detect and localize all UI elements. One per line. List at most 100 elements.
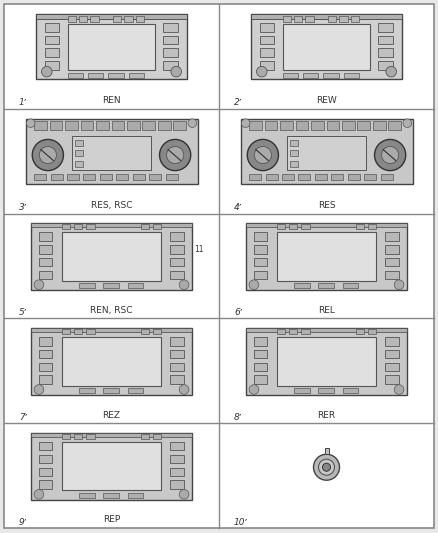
Bar [254, 271, 267, 279]
Bar [39, 363, 52, 371]
Circle shape [374, 140, 406, 171]
Bar [65, 121, 78, 131]
Bar [100, 174, 112, 180]
Bar [31, 223, 192, 290]
Circle shape [403, 119, 412, 127]
Bar [141, 224, 149, 229]
Bar [109, 73, 124, 78]
Bar [75, 150, 83, 157]
Bar [385, 337, 399, 345]
Bar [343, 388, 358, 393]
Bar [265, 174, 278, 180]
Bar [350, 16, 359, 22]
Bar [305, 16, 314, 22]
Circle shape [254, 147, 272, 164]
Bar [103, 388, 119, 393]
Text: 8ʼ: 8ʼ [234, 413, 243, 422]
Bar [112, 121, 124, 131]
Bar [276, 329, 286, 334]
Bar [276, 337, 377, 385]
Circle shape [318, 459, 335, 475]
Bar [163, 49, 178, 57]
Circle shape [247, 140, 279, 171]
Bar [152, 224, 162, 229]
Circle shape [394, 280, 404, 289]
Circle shape [34, 280, 44, 289]
Bar [249, 121, 262, 131]
Bar [240, 119, 413, 184]
Bar [75, 160, 83, 167]
Bar [170, 467, 184, 476]
Bar [339, 16, 348, 22]
Bar [81, 121, 93, 131]
Bar [385, 375, 399, 384]
Bar [31, 223, 192, 227]
Bar [343, 284, 358, 288]
Bar [385, 245, 399, 254]
Bar [283, 73, 298, 78]
Bar [389, 121, 401, 131]
Text: 1ʼ: 1ʼ [19, 98, 28, 107]
Bar [289, 329, 297, 334]
Circle shape [257, 67, 267, 77]
Bar [318, 284, 334, 288]
Bar [50, 174, 63, 180]
Bar [61, 337, 162, 385]
Bar [36, 14, 187, 19]
Bar [170, 375, 184, 384]
Bar [385, 258, 399, 266]
Circle shape [42, 67, 52, 77]
Text: REL: REL [318, 306, 335, 315]
Circle shape [34, 489, 44, 499]
Text: 4ʼ: 4ʼ [234, 203, 243, 212]
Bar [79, 284, 95, 288]
Bar [141, 329, 149, 334]
Text: REP: REP [103, 515, 120, 524]
Bar [378, 61, 393, 70]
Bar [254, 258, 267, 266]
Bar [290, 160, 298, 167]
Bar [127, 284, 143, 288]
Circle shape [159, 140, 191, 171]
Text: 7ʼ: 7ʼ [19, 413, 28, 422]
Bar [88, 73, 103, 78]
Bar [61, 434, 71, 439]
Bar [260, 23, 274, 31]
Text: REW: REW [316, 96, 337, 105]
Bar [34, 174, 46, 180]
Bar [290, 140, 298, 147]
Bar [283, 16, 291, 22]
Bar [315, 174, 327, 180]
Bar [311, 121, 324, 131]
Bar [254, 232, 267, 241]
Bar [34, 121, 47, 131]
Bar [251, 14, 402, 19]
Bar [96, 121, 109, 131]
Bar [276, 224, 286, 229]
Bar [385, 271, 399, 279]
Bar [39, 350, 52, 358]
Bar [39, 375, 52, 384]
Bar [325, 448, 328, 454]
Text: 2ʼ: 2ʼ [234, 98, 243, 107]
Bar [86, 224, 95, 229]
Bar [103, 493, 119, 498]
Bar [378, 36, 393, 44]
Bar [79, 493, 95, 498]
Bar [158, 121, 171, 131]
Bar [127, 388, 143, 393]
Circle shape [179, 489, 189, 499]
Bar [357, 121, 371, 131]
Circle shape [394, 385, 404, 394]
Bar [45, 49, 59, 57]
Text: 6ʼ: 6ʼ [234, 308, 243, 317]
Bar [254, 337, 267, 345]
Bar [141, 434, 149, 439]
Bar [280, 121, 293, 131]
Circle shape [322, 463, 331, 471]
Bar [127, 121, 140, 131]
Circle shape [249, 280, 259, 289]
Bar [342, 121, 355, 131]
Bar [39, 232, 52, 241]
Bar [86, 329, 95, 334]
